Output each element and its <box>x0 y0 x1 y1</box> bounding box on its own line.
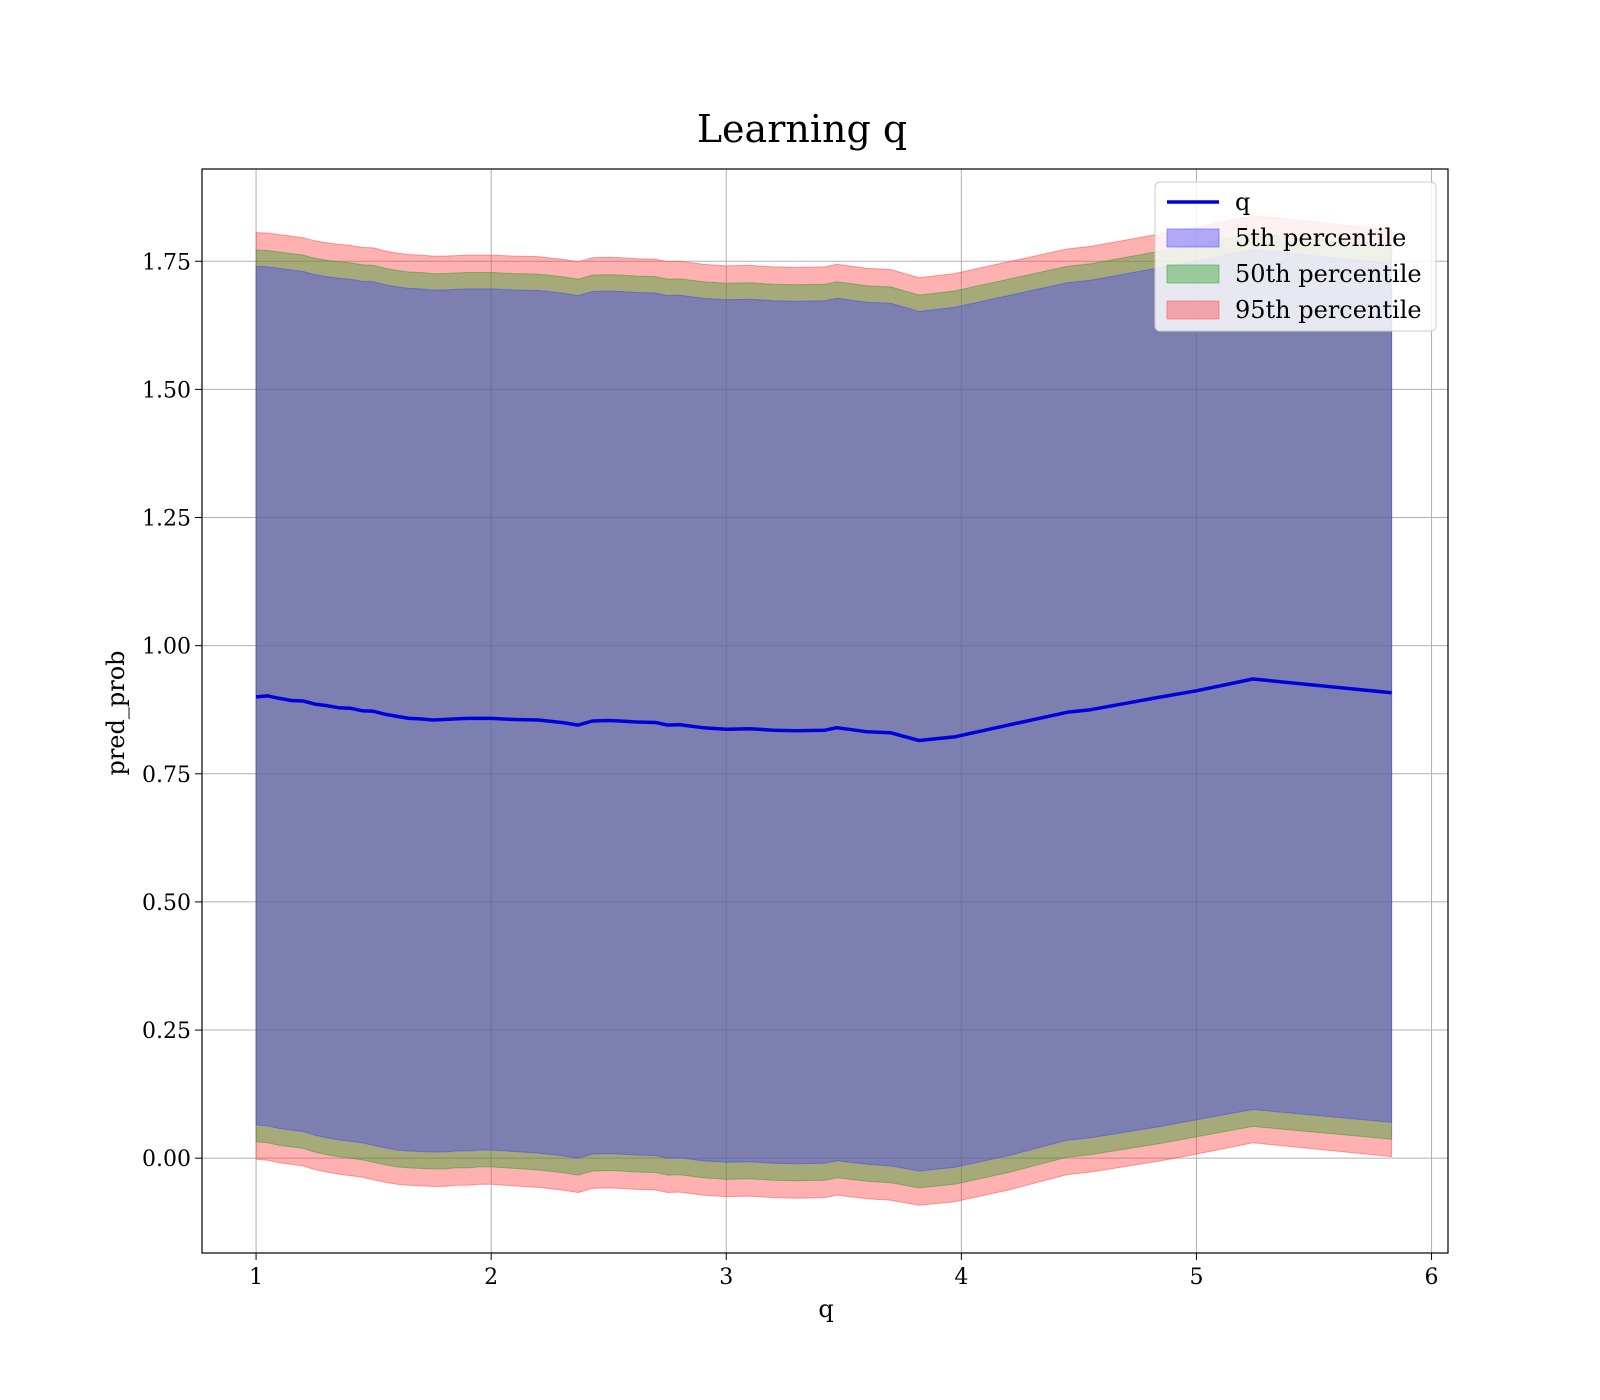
y-tick-label: 0.00 <box>142 1147 191 1172</box>
y-tick-label: 0.50 <box>142 891 191 916</box>
y-tick-label: 0.75 <box>142 763 191 788</box>
x-tick-label: 6 <box>1425 1265 1439 1290</box>
series-line-q <box>255 677 1392 743</box>
y-tick-label: 1.75 <box>142 250 191 275</box>
y-tick-label: 1.50 <box>142 378 191 403</box>
chart-title: Learning q <box>697 107 907 151</box>
bands <box>255 215 1393 1206</box>
x-axis-label: q <box>818 1295 833 1323</box>
legend-swatch-band <box>1166 300 1220 320</box>
legend-box <box>1154 181 1437 332</box>
legend: q 5th percentile 50th percentile 95th perce… <box>1154 181 1437 332</box>
x-tick-label: 4 <box>954 1265 968 1290</box>
y-tick-label: 1.25 <box>142 507 191 532</box>
y-tick-label: 1.00 <box>142 635 191 660</box>
ticks: 1 2 3 4 5 6 0.00 0.25 0.50 0.75 1.00 1.25 1.50 1.75 <box>142 250 1439 1290</box>
legend-label: q <box>1235 188 1250 216</box>
legend-swatch-band <box>1166 228 1220 248</box>
x-tick-label: 2 <box>484 1265 498 1290</box>
y-axis-label: pred_prob <box>102 650 130 775</box>
x-tick-label: 3 <box>719 1265 733 1290</box>
plot-frame <box>201 168 1449 1254</box>
y-tick-label: 0.25 <box>142 1019 191 1044</box>
lines <box>255 677 1392 743</box>
grid <box>202 169 1448 1253</box>
band-95th-percentile <box>255 215 1393 1206</box>
legend-label: 5th percentile <box>1235 224 1406 252</box>
legend-label: 95th percentile <box>1235 296 1422 324</box>
band-5th-percentile <box>255 248 1393 1172</box>
legend-label: 50th percentile <box>1235 260 1422 288</box>
legend-swatch-band <box>1166 264 1220 284</box>
x-tick-label: 5 <box>1189 1265 1203 1290</box>
x-tick-label: 1 <box>249 1265 263 1290</box>
band-50th-percentile <box>255 232 1393 1189</box>
